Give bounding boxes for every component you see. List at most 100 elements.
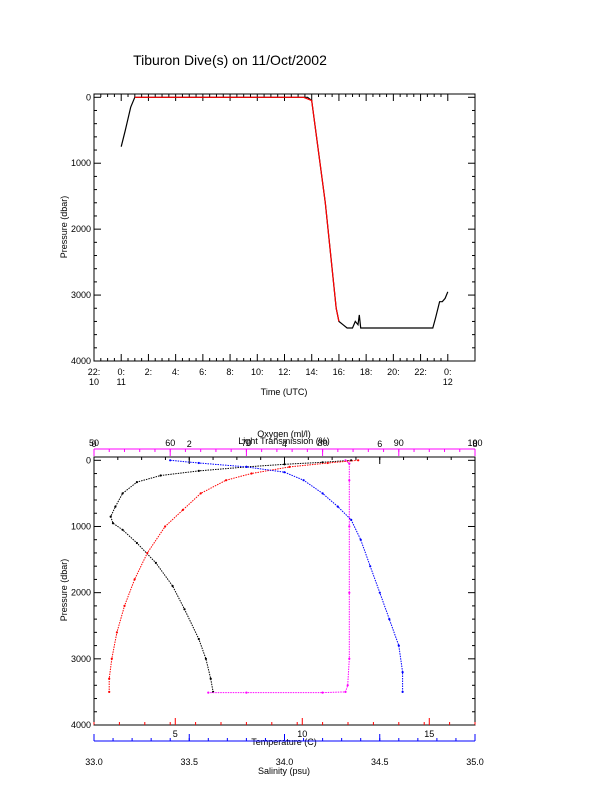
profile-point (159, 474, 162, 477)
axis-tick-label: 35.0 (466, 757, 484, 767)
profile-point (146, 551, 149, 555)
x-tick-label: 22: (414, 367, 427, 377)
x-axis-ticks: 22:100:112: 4: 6: 8: 10: 12: 14: 16: 18: 20: 22: 0:… (88, 94, 453, 387)
profile-point (121, 528, 124, 531)
axis-tick-label: 15 (424, 729, 434, 739)
profile-point (110, 657, 113, 660)
axis-tick-label: 33.0 (85, 757, 103, 767)
profile-point (348, 525, 351, 528)
profile-point (346, 684, 349, 687)
x-tick-label: 0: (117, 367, 125, 377)
profile-point (209, 677, 212, 680)
x-tick-label: 14: (305, 367, 318, 377)
axis-tick-label: 70 (241, 438, 251, 448)
axis-tick-label: 8 (472, 439, 477, 449)
x-tick-label: 20: (387, 367, 400, 377)
profile-point (348, 462, 351, 465)
axis-title: Temperature (C) (251, 737, 317, 747)
x-tick-label: 4: (172, 367, 180, 377)
profile-point (114, 505, 117, 508)
x-tick-label: 18: (360, 367, 373, 377)
profile-point (348, 591, 351, 594)
axis-tick-label: 100 (467, 438, 482, 448)
x-tick-label: 11 (117, 377, 126, 387)
axis-tick-label: 4 (282, 439, 287, 449)
profile-point (344, 459, 347, 462)
axis-tick-label: 10 (297, 729, 307, 739)
axis-tick-label: 0 (91, 439, 96, 449)
axis-tick-label: 50 (89, 438, 99, 448)
axis-title: Oxygen (ml/l) (257, 429, 311, 439)
profile-point (344, 690, 347, 694)
y-tick-label: 1000 (71, 158, 91, 168)
profile-point (378, 591, 381, 594)
profile-point (388, 618, 391, 621)
y-axis-label: Pressure (dbar) (59, 559, 69, 622)
series-group (108, 459, 404, 694)
profile-point (357, 459, 360, 462)
profile-point (171, 584, 174, 588)
profile-point (245, 465, 248, 468)
profile-point (135, 481, 138, 484)
profile-series-0 (110, 459, 352, 692)
profile-point (197, 461, 200, 465)
x-tick-label: 16: (333, 367, 346, 377)
profile-point (321, 492, 324, 495)
axis-tick-label: 60 (165, 438, 175, 448)
profile-point (250, 472, 253, 475)
x-tick-label: 10: (251, 367, 264, 377)
profile-point (288, 465, 291, 468)
profile-point (121, 492, 124, 495)
axis-title: Salinity (psu) (258, 766, 310, 776)
profile-point (369, 565, 372, 568)
y-axis-ticks: 0 1000 2000 3000 4000 (71, 92, 475, 366)
profile-point (197, 469, 200, 472)
y-tick-label: 2000 (71, 224, 91, 234)
y-tick-label: 4000 (71, 720, 91, 730)
profile-point (197, 637, 200, 641)
profile-point (321, 461, 324, 464)
profile-point (133, 578, 136, 581)
y-tick-label: 3000 (71, 290, 91, 300)
axis-tick-label: 6 (377, 439, 382, 449)
profile-point (207, 691, 210, 694)
y-tick-label: 3000 (71, 654, 91, 664)
axis-title: Light Transmission (%) (238, 436, 330, 446)
profile-point (204, 657, 207, 660)
profile-point (350, 518, 353, 522)
profile-point (183, 608, 186, 611)
x-tick-label: 6: (199, 367, 207, 377)
profile-point (397, 644, 400, 647)
y-tick-label: 2000 (71, 588, 91, 598)
axis-tick-label: 90 (394, 438, 404, 448)
x-tick-label: 12: (278, 367, 291, 377)
axis-tick-label: 34.0 (276, 757, 294, 767)
profile-point (181, 508, 184, 511)
x-tick-label: 12 (443, 377, 453, 387)
profile-point (154, 561, 157, 565)
profile-point (348, 479, 351, 482)
profile-point (108, 690, 111, 694)
x-tick-label: 0: (444, 367, 452, 377)
y-axis-label: Pressure (dbar) (59, 196, 69, 259)
profile-point (135, 541, 138, 545)
profile-point (302, 479, 305, 482)
y-tick-label: 1000 (71, 521, 91, 531)
profile-point (321, 691, 324, 694)
x-tick-label: 2: (145, 367, 153, 377)
profile-point (336, 505, 339, 508)
profile-point (111, 522, 115, 525)
x-axis-label: Time (UTC) (261, 387, 308, 397)
profile-point (401, 671, 404, 674)
profile-point (283, 471, 286, 474)
chart-title: Tiburon Dive(s) on 11/Oct/2002 (133, 52, 327, 68)
y-tick-label: 0 (86, 455, 91, 465)
x-tick-label: 10 (89, 377, 99, 387)
profile-point (348, 657, 351, 660)
profile-point (401, 690, 404, 694)
axis-tick-label: 33.5 (180, 757, 198, 767)
axis-tick-label: 80 (318, 438, 328, 448)
